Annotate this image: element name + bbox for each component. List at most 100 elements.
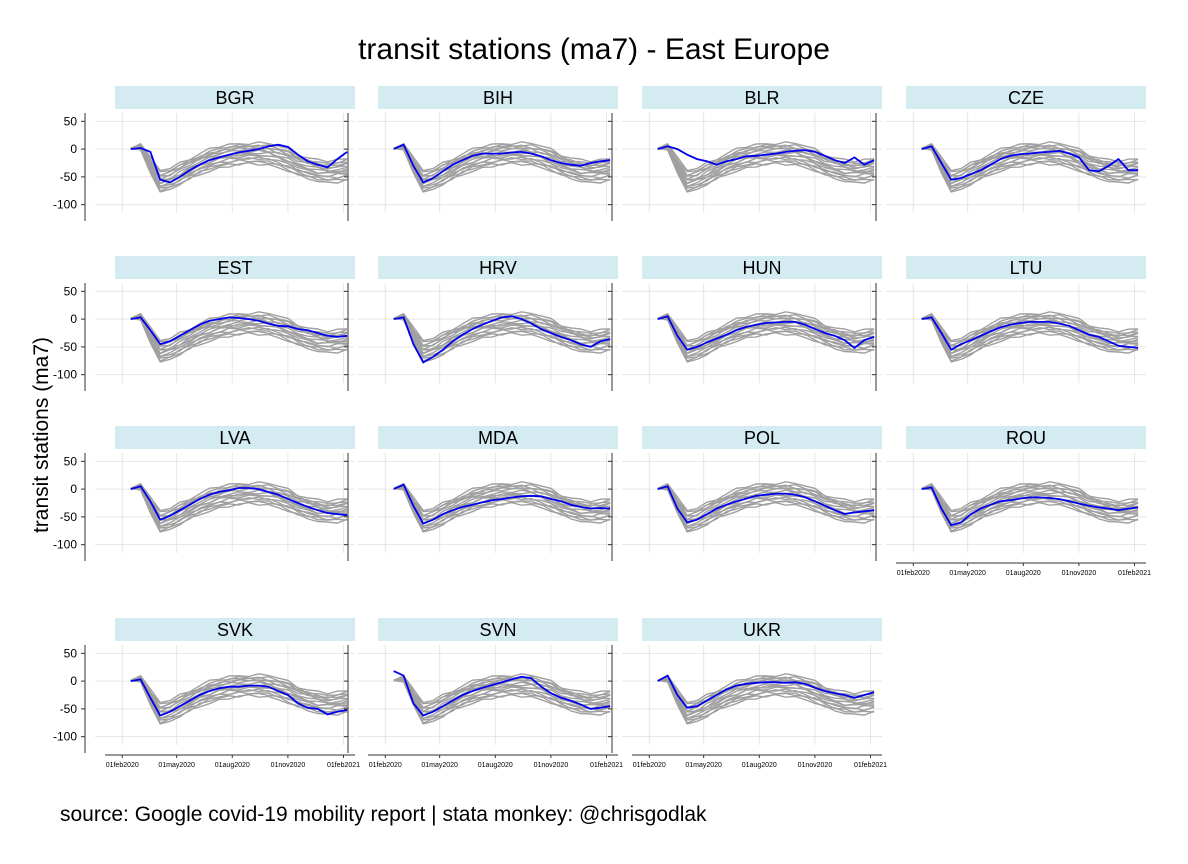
background-series-line <box>130 144 348 177</box>
background-series-line <box>921 486 1139 525</box>
caption-source: source: Google covid-19 mobility report … <box>60 803 707 826</box>
background-series-line <box>657 673 875 704</box>
x-tick-label: 01aug2020 <box>215 762 250 769</box>
background-series-line <box>657 144 875 177</box>
background-series-line <box>393 673 611 704</box>
panel-strip <box>378 426 618 449</box>
background-series-line <box>393 141 611 172</box>
panel-label: UKR <box>743 620 781 640</box>
background-series-line <box>130 317 348 363</box>
panel-label: BLR <box>744 88 779 108</box>
background-series-line <box>130 317 348 358</box>
panel-label: SVN <box>479 620 516 640</box>
y-tick-label: -50 <box>60 510 78 524</box>
background-series-line <box>657 483 875 517</box>
background-series-line <box>130 483 348 517</box>
background-series-line <box>393 146 611 185</box>
background-series-line <box>393 147 611 192</box>
background-series-line <box>657 317 875 358</box>
background-series-line <box>657 481 875 512</box>
y-tick-label: 50 <box>64 454 78 468</box>
y-tick-label: 50 <box>64 646 78 660</box>
y-tick-label: 0 <box>70 312 77 326</box>
background-series-line <box>657 147 875 188</box>
series-line-svk <box>130 678 348 717</box>
panel-ukr: UKR 01feb2020 01may2020 01aug2020 01nov2020 0… <box>608 618 887 769</box>
background-series-line <box>393 143 611 177</box>
x-tick-label: 01feb2021 <box>854 762 887 769</box>
panel-strip <box>906 256 1146 279</box>
background-series-line <box>657 146 875 185</box>
background-series-line <box>393 481 611 512</box>
panel-blr: BLR <box>608 86 882 221</box>
background-series-line <box>130 311 348 342</box>
x-tick-label: 01nov2020 <box>1062 570 1097 577</box>
panel-bgr: BGR 50 0 -50 -100 <box>53 86 355 221</box>
series-line-ltu <box>921 316 1139 351</box>
background-series-line <box>393 144 611 177</box>
background-series-line <box>921 146 1139 185</box>
background-series-line <box>393 676 611 709</box>
panel-ltu: LTU <box>872 256 1146 391</box>
background-series-line <box>130 487 348 528</box>
series-line-bgr <box>130 143 348 184</box>
background-series-line <box>130 141 348 172</box>
background-series-line <box>657 487 875 528</box>
background-series-line <box>393 311 611 342</box>
background-series-line <box>657 678 875 717</box>
x-tick-label: 01feb2021 <box>327 762 360 769</box>
background-series-line <box>130 487 348 532</box>
background-series-line <box>921 487 1139 532</box>
panel-label: LVA <box>219 428 250 448</box>
background-series-line <box>921 317 1139 358</box>
background-series-line <box>393 679 611 724</box>
panel-strip <box>906 86 1146 109</box>
panel-rou: ROU 01feb2020 01may2020 01aug2020 01nov2020 0… <box>872 426 1151 577</box>
background-series-line <box>921 484 1139 517</box>
x-tick-label: 01nov2020 <box>271 762 306 769</box>
panel-label: EST <box>217 258 252 278</box>
background-series-line <box>130 146 348 185</box>
background-series-line <box>921 147 1139 193</box>
background-series-line <box>657 676 875 709</box>
y-tick-label: -50 <box>60 702 78 716</box>
panel-strip <box>115 618 355 641</box>
x-tick-label: 01aug2020 <box>478 762 513 769</box>
series-line-cze <box>921 145 1139 181</box>
background-series-line <box>657 487 875 528</box>
background-series-line <box>393 675 611 709</box>
series-line-ukr <box>657 674 875 709</box>
background-series-line <box>657 487 875 532</box>
x-tick-label: 01feb2020 <box>897 570 930 577</box>
background-series-line <box>657 316 875 355</box>
y-tick-label: -50 <box>60 340 78 354</box>
y-tick-label: -100 <box>53 198 77 212</box>
background-series-line <box>657 316 875 355</box>
background-series-line <box>130 675 348 709</box>
background-series-line <box>130 316 348 355</box>
y-axis-label: transit stations (ma7) <box>30 336 53 534</box>
background-series-line <box>130 486 348 525</box>
background-series-line <box>393 316 611 355</box>
background-series-line <box>921 316 1139 355</box>
background-series-line <box>921 317 1139 358</box>
series-line-lva <box>130 485 348 521</box>
x-tick-label: 01nov2020 <box>534 762 569 769</box>
panel-svk: SVK 50 0 -50 -100 01feb2020 01may2020 01aug2020… <box>53 618 360 769</box>
background-series-line <box>130 676 348 709</box>
background-series-line <box>130 147 348 188</box>
panel-label: LTU <box>1010 258 1043 278</box>
background-series-line <box>657 147 875 188</box>
panel-strip <box>642 618 882 641</box>
panel-bih: BIH <box>344 86 618 221</box>
background-series-line <box>393 679 611 720</box>
background-series-line <box>130 147 348 193</box>
background-series-line <box>130 487 348 533</box>
background-series-line <box>130 316 348 355</box>
x-tick-label: 01feb2021 <box>1118 570 1151 577</box>
panel-label: POL <box>744 428 780 448</box>
series-line-bih <box>393 143 611 184</box>
background-series-line <box>657 311 875 342</box>
background-series-line <box>393 483 611 517</box>
